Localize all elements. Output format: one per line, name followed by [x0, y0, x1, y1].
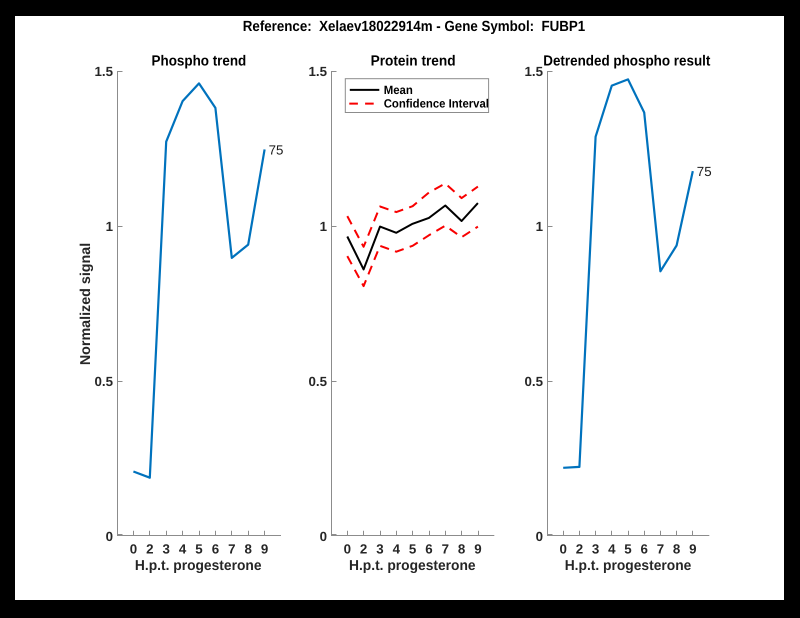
svg-text:H.p.t. progesterone: H.p.t. progesterone: [135, 558, 262, 574]
svg-text:8: 8: [244, 542, 251, 557]
svg-text:2: 2: [360, 542, 367, 557]
svg-text:8: 8: [458, 542, 465, 557]
svg-text:3: 3: [376, 542, 383, 557]
svg-text:1.5: 1.5: [309, 64, 328, 79]
svg-text:6: 6: [640, 542, 647, 557]
svg-text:6: 6: [425, 542, 432, 557]
svg-text:9: 9: [261, 542, 268, 557]
svg-text:1: 1: [320, 219, 328, 234]
svg-text:75: 75: [269, 142, 284, 157]
svg-text:Detrended phospho result: Detrended phospho result: [543, 54, 710, 70]
svg-text:5: 5: [409, 542, 417, 557]
svg-text:Protein trend: Protein trend: [371, 54, 456, 70]
svg-text:0: 0: [106, 529, 113, 544]
svg-text:H.p.t. progesterone: H.p.t. progesterone: [565, 558, 692, 574]
svg-text:Confidence Interval: Confidence Interval: [384, 96, 489, 110]
svg-text:0.5: 0.5: [309, 374, 328, 389]
svg-text:1: 1: [106, 219, 114, 234]
svg-text:2: 2: [146, 542, 153, 557]
svg-text:H.p.t. progesterone: H.p.t. progesterone: [349, 558, 476, 574]
svg-text:5: 5: [624, 542, 632, 557]
svg-text:9: 9: [474, 542, 481, 557]
svg-text:4: 4: [179, 542, 187, 557]
svg-text:0.5: 0.5: [525, 374, 544, 389]
svg-text:4: 4: [393, 542, 401, 557]
svg-text:2: 2: [576, 542, 583, 557]
svg-text:1.5: 1.5: [95, 64, 114, 79]
svg-text:6: 6: [212, 542, 219, 557]
svg-text:4: 4: [608, 542, 616, 557]
svg-text:5: 5: [195, 542, 203, 557]
svg-text:Mean: Mean: [384, 83, 413, 97]
svg-text:0: 0: [130, 542, 137, 557]
svg-text:0: 0: [320, 529, 327, 544]
svg-text:0: 0: [536, 529, 543, 544]
svg-text:7: 7: [228, 542, 235, 557]
svg-text:1: 1: [536, 219, 544, 234]
svg-text:Phospho trend: Phospho trend: [152, 54, 247, 70]
svg-text:7: 7: [657, 542, 664, 557]
svg-text:75: 75: [697, 164, 712, 179]
svg-text:Reference: Xelaev18022914m -: Reference: Xelaev18022914m - Gene Symbol…: [243, 19, 585, 35]
svg-text:3: 3: [592, 542, 599, 557]
svg-text:9: 9: [689, 542, 696, 557]
svg-text:0: 0: [559, 542, 566, 557]
svg-text:Normalized signal: Normalized signal: [78, 243, 94, 365]
svg-text:0.5: 0.5: [95, 374, 114, 389]
svg-text:7: 7: [442, 542, 449, 557]
svg-text:3: 3: [162, 542, 169, 557]
svg-text:8: 8: [673, 542, 680, 557]
svg-text:1.5: 1.5: [525, 64, 544, 79]
svg-text:0: 0: [344, 542, 351, 557]
